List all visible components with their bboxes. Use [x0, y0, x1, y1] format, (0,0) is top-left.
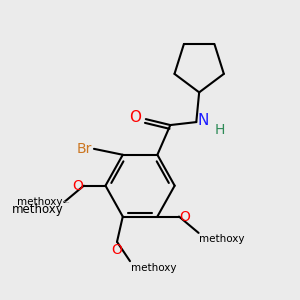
Text: H: H: [215, 122, 225, 136]
Text: methoxy: methoxy: [12, 203, 63, 217]
Text: O: O: [112, 243, 122, 257]
Text: O: O: [180, 210, 190, 224]
Text: Br: Br: [76, 142, 92, 156]
Text: methoxy: methoxy: [200, 234, 245, 244]
Text: methoxy: methoxy: [17, 197, 63, 207]
Text: O: O: [129, 110, 141, 125]
Text: methoxy: methoxy: [64, 201, 70, 202]
Text: O: O: [72, 179, 83, 193]
Text: N: N: [198, 113, 209, 128]
Text: methoxy: methoxy: [63, 202, 70, 203]
Text: methoxy: methoxy: [131, 262, 177, 273]
